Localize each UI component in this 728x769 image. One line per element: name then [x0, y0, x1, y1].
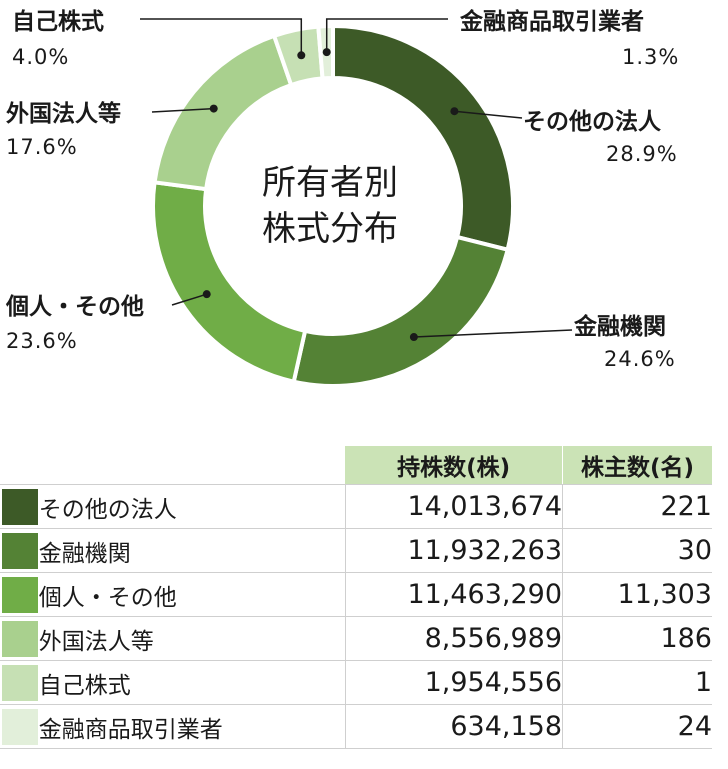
row-category: 金融機関	[38, 528, 346, 573]
row-category: 外国法人等	[38, 616, 346, 661]
row-holders: 186	[562, 616, 712, 661]
slice-percent-securities-firms: 1.3%	[622, 45, 680, 69]
row-shares: 14,013,674	[345, 484, 564, 529]
row-category: 個人・その他	[38, 572, 346, 617]
row-shares: 11,463,290	[345, 572, 564, 617]
donut-slices	[151, 23, 515, 388]
row-holders: 24	[562, 704, 712, 749]
donut-chart	[140, 18, 573, 388]
slice-label-securities-firms: 金融商品取引業者	[460, 9, 644, 35]
table-row: 金融機関 11,932,263 30	[0, 528, 712, 573]
row-shares: 634,158	[345, 704, 564, 749]
slice-financial-institutions	[291, 234, 511, 388]
slice-percent-individuals: 23.6%	[6, 329, 78, 353]
row-shares: 1,954,556	[345, 660, 564, 705]
color-swatch	[2, 664, 38, 701]
table-row: 自己株式 1,954,556 1	[0, 660, 712, 705]
chart-title-line-1: 所有者別	[262, 163, 398, 203]
slice-label-financial-institutions: 金融機関	[574, 314, 666, 340]
color-swatch	[2, 620, 38, 657]
row-category: 金融商品取引業者	[38, 704, 346, 749]
table-row: 金融商品取引業者 634,158 24	[0, 704, 712, 749]
table-row: 個人・その他 11,463,290 11,303	[0, 572, 712, 617]
leader-dot	[297, 51, 306, 60]
slice-other-corporations	[331, 23, 515, 253]
holdings-table: 持株数(株) 株主数(名) その他の法人 14,013,674 221 金融機関…	[0, 446, 712, 749]
row-shares: 8,556,989	[345, 616, 564, 661]
slice-percent-financial-institutions: 24.6%	[604, 347, 676, 371]
leader-line	[325, 18, 448, 53]
color-swatch	[2, 708, 38, 745]
leader-line	[171, 293, 207, 306]
slice-label-individuals: 個人・その他	[6, 294, 144, 320]
leader-line	[151, 107, 214, 113]
leader-dot	[209, 104, 218, 113]
leader-dot	[409, 333, 418, 342]
leader-line	[413, 329, 573, 338]
leader-lines	[140, 18, 573, 342]
slice-percent-treasury-stock: 4.0%	[12, 45, 70, 69]
leader-line	[140, 18, 303, 56]
table-header-blank	[0, 446, 346, 485]
chart-title: 所有者別 株式分布	[230, 160, 430, 252]
table-row: その他の法人 14,013,674 221	[0, 484, 712, 529]
row-shares: 11,932,263	[345, 528, 564, 573]
header-shares: 持株数(株)	[345, 446, 564, 485]
leader-dot	[322, 48, 331, 57]
slice-label-foreign-corporations: 外国法人等	[6, 101, 121, 127]
row-holders: 1	[562, 660, 712, 705]
leader-dot	[202, 290, 211, 299]
leader-dot	[450, 107, 459, 116]
table-header-row: 持株数(株) 株主数(名)	[0, 446, 712, 485]
chart-title-line-2: 株式分布	[262, 209, 398, 249]
row-holders: 11,303	[562, 572, 712, 617]
row-category: その他の法人	[38, 484, 346, 529]
color-swatch	[2, 532, 38, 569]
row-category: 自己株式	[38, 660, 346, 705]
table-row: 外国法人等 8,556,989 186	[0, 616, 712, 661]
row-holders: 221	[562, 484, 712, 529]
slice-label-treasury-stock: 自己株式	[12, 9, 104, 35]
slice-percent-other-corporations: 28.9%	[606, 142, 678, 166]
slice-percent-foreign-corporations: 17.6%	[6, 135, 78, 159]
color-swatch	[2, 576, 38, 613]
slice-label-other-corporations: その他の法人	[523, 109, 661, 135]
color-swatch	[2, 488, 38, 525]
leader-line	[454, 110, 523, 119]
row-holders: 30	[562, 528, 712, 573]
header-holders: 株主数(名)	[562, 446, 712, 485]
